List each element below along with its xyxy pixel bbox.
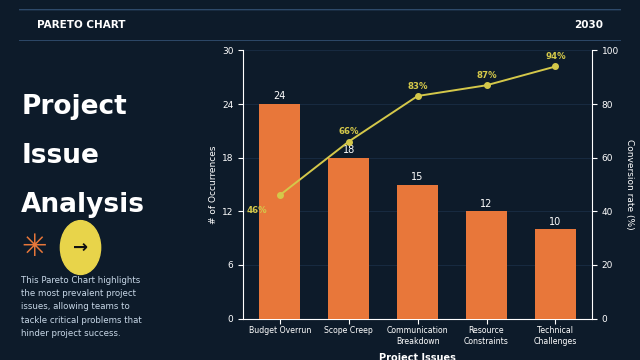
- Text: 46%: 46%: [246, 206, 268, 215]
- Text: 2030: 2030: [573, 20, 603, 30]
- Bar: [328, 158, 369, 319]
- Text: Issue: Issue: [21, 143, 99, 169]
- Bar: [397, 184, 438, 319]
- Bar: [535, 229, 576, 319]
- Text: This Pareto Chart highlights
the most prevalent project
issues, allowing teams t: This Pareto Chart highlights the most pr…: [21, 276, 142, 338]
- Text: Analysis: Analysis: [21, 192, 145, 218]
- Text: PARETO CHART: PARETO CHART: [37, 20, 125, 30]
- Text: 12: 12: [481, 199, 493, 209]
- Y-axis label: Conversion rate (%): Conversion rate (%): [625, 139, 634, 230]
- Text: 15: 15: [412, 172, 424, 182]
- Bar: [259, 104, 300, 319]
- Text: 83%: 83%: [407, 82, 428, 91]
- Text: 87%: 87%: [476, 71, 497, 80]
- Text: 94%: 94%: [545, 52, 566, 61]
- Text: 24: 24: [273, 91, 286, 102]
- Y-axis label: # of Occurrences: # of Occurrences: [209, 145, 218, 224]
- Text: 18: 18: [342, 145, 355, 155]
- Bar: [466, 211, 508, 319]
- Text: 66%: 66%: [339, 127, 359, 136]
- X-axis label: Project Issues: Project Issues: [379, 352, 456, 360]
- Text: →: →: [73, 239, 88, 257]
- FancyBboxPatch shape: [1, 10, 639, 41]
- Circle shape: [60, 221, 100, 274]
- Text: ✳: ✳: [21, 233, 47, 262]
- Text: Project: Project: [21, 94, 127, 120]
- Text: 10: 10: [549, 216, 561, 226]
